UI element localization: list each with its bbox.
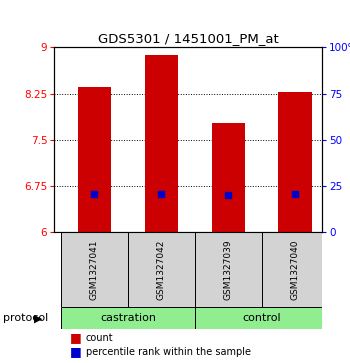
Title: GDS5301 / 1451001_PM_at: GDS5301 / 1451001_PM_at bbox=[98, 32, 279, 45]
Text: ■: ■ bbox=[70, 331, 82, 344]
Bar bbox=[211, 123, 245, 232]
Bar bbox=[61, 307, 195, 329]
Text: percentile rank within the sample: percentile rank within the sample bbox=[86, 347, 251, 357]
Text: ▶: ▶ bbox=[34, 313, 42, 323]
Text: protocol: protocol bbox=[4, 313, 49, 323]
Text: GSM1327041: GSM1327041 bbox=[90, 240, 99, 300]
Bar bbox=[279, 93, 312, 232]
Text: ■: ■ bbox=[70, 345, 82, 358]
Text: control: control bbox=[243, 313, 281, 323]
Bar bbox=[195, 232, 262, 307]
Bar bbox=[262, 232, 329, 307]
Text: count: count bbox=[86, 333, 113, 343]
Bar bbox=[128, 232, 195, 307]
Text: GSM1327039: GSM1327039 bbox=[224, 240, 233, 300]
Text: GSM1327040: GSM1327040 bbox=[291, 240, 300, 300]
Bar bbox=[61, 232, 128, 307]
Bar bbox=[145, 55, 178, 232]
Bar bbox=[78, 87, 111, 232]
Bar bbox=[195, 307, 329, 329]
Text: GSM1327042: GSM1327042 bbox=[157, 240, 166, 300]
Text: castration: castration bbox=[100, 313, 156, 323]
